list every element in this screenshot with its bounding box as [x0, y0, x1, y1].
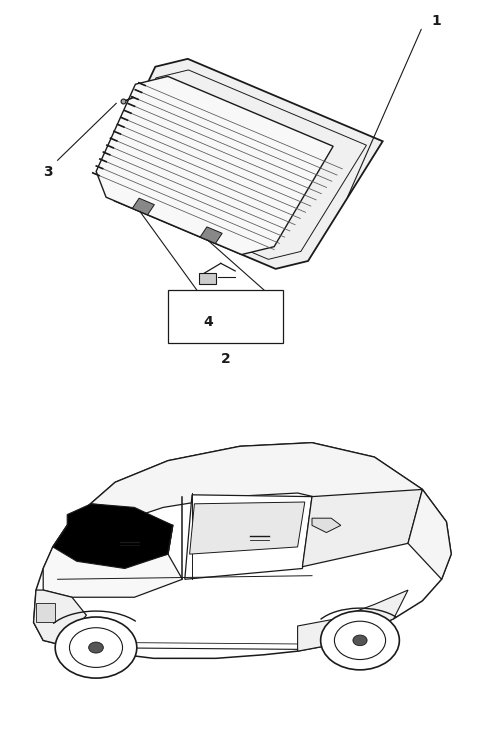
Polygon shape	[43, 547, 182, 597]
Polygon shape	[105, 59, 383, 269]
Circle shape	[321, 611, 399, 670]
Polygon shape	[408, 490, 451, 579]
Polygon shape	[200, 227, 222, 244]
Circle shape	[55, 617, 137, 678]
Polygon shape	[302, 490, 422, 567]
Text: 3: 3	[43, 165, 53, 179]
Polygon shape	[298, 590, 408, 651]
Polygon shape	[312, 518, 341, 533]
Bar	[36, 602, 55, 622]
Text: 2: 2	[221, 352, 230, 366]
Circle shape	[89, 642, 103, 653]
Text: 4: 4	[204, 315, 213, 329]
Polygon shape	[86, 442, 422, 522]
Polygon shape	[53, 504, 173, 568]
Polygon shape	[34, 590, 86, 644]
Text: 1: 1	[432, 14, 442, 28]
Circle shape	[353, 635, 367, 645]
Bar	[199, 273, 216, 285]
Polygon shape	[190, 502, 305, 554]
Polygon shape	[185, 495, 312, 579]
Polygon shape	[96, 76, 333, 255]
Polygon shape	[132, 198, 155, 215]
Polygon shape	[34, 442, 451, 658]
Bar	[168, 290, 283, 344]
